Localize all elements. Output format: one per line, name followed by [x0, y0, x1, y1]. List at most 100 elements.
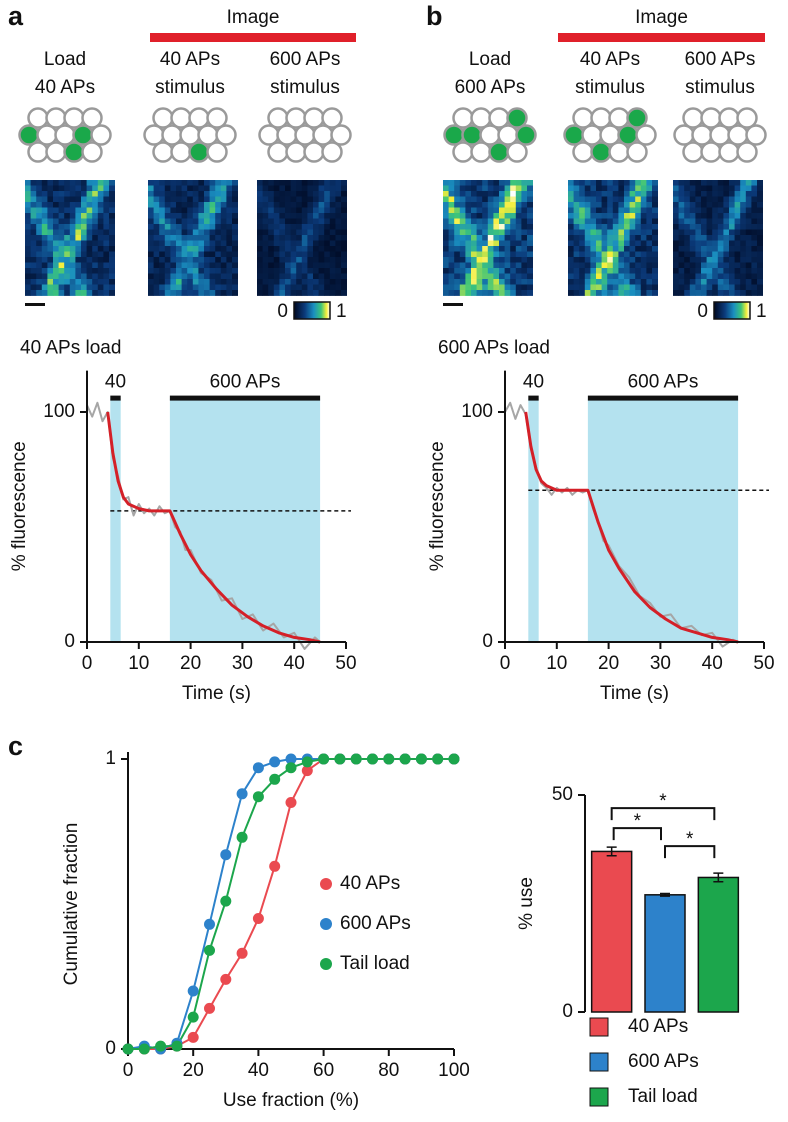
image-pixel: [279, 279, 286, 285]
image-pixel: [103, 268, 110, 274]
image-pixel: [443, 246, 449, 252]
image-pixel: [607, 185, 614, 192]
image-pixel: [646, 224, 653, 230]
image-pixel: [717, 207, 724, 214]
image-pixel: [181, 180, 188, 186]
image-pixel: [232, 279, 238, 285]
image-pixel: [487, 279, 494, 285]
image-pixel: [153, 246, 160, 252]
image-pixel: [701, 284, 707, 291]
image-pixel: [684, 180, 691, 186]
image-pixel: [232, 224, 238, 230]
image-pixel: [318, 213, 325, 219]
image-pixel: [673, 202, 679, 208]
image-pixel: [53, 279, 59, 285]
image-pixel: [646, 279, 653, 285]
image-pixel: [476, 202, 483, 208]
image-pixel: [684, 251, 691, 258]
image-pixel: [341, 196, 347, 203]
image-pixel: [75, 224, 82, 230]
image-pixel: [176, 284, 182, 291]
image-pixel: [192, 213, 199, 219]
image-pixel: [97, 279, 104, 285]
image-pixel: [285, 257, 291, 263]
image-pixel: [164, 196, 171, 203]
image-pixel: [109, 273, 115, 280]
image-pixel: [148, 202, 154, 208]
image-pixel: [465, 185, 472, 192]
image-pixel: [568, 235, 574, 241]
image-pixel: [717, 268, 724, 274]
significance-bracket: [610, 807, 716, 821]
image-pixel: [324, 213, 331, 219]
image-pixel: [601, 229, 608, 236]
image-pixel: [584, 257, 591, 263]
image-pixel: [58, 257, 65, 263]
image-pixel: [723, 257, 730, 263]
image-pixel: [262, 224, 269, 230]
image-pixel: [454, 240, 461, 247]
image-pixel: [757, 262, 763, 269]
image-pixel: [751, 246, 758, 252]
image-pixel: [198, 290, 205, 296]
image-pixel: [678, 213, 685, 219]
image-pixel: [579, 213, 586, 219]
image-pixel: [515, 224, 522, 230]
x-tick-label: 0: [123, 1060, 134, 1081]
image-pixel: [476, 251, 483, 258]
image-pixel: [618, 191, 625, 197]
image-pixel: [86, 246, 93, 252]
image-pixel: [307, 262, 314, 269]
image-pixel: [198, 246, 205, 252]
image-pixel: [313, 185, 319, 192]
image-pixel: [584, 279, 591, 285]
stimulus-bar: [110, 395, 121, 401]
image-pixel: [706, 284, 713, 291]
image-pixel: [590, 235, 597, 241]
image-pixel: [712, 207, 719, 214]
image-pixel: [25, 224, 31, 230]
image-pixel: [493, 251, 500, 258]
image-pixel: [459, 257, 466, 263]
image-pixel: [673, 213, 679, 219]
image-pixel: [285, 279, 291, 285]
image-pixel: [684, 262, 691, 269]
image-pixel: [36, 273, 43, 280]
image-pixel: [640, 185, 647, 192]
image-pixel: [454, 246, 461, 252]
image-pixel: [652, 196, 658, 203]
x-tick-label: 10: [128, 653, 149, 674]
image-pixel: [624, 213, 630, 219]
image-pixel: [723, 224, 730, 230]
image-pixel: [635, 218, 642, 225]
image-pixel: [159, 268, 166, 274]
legend-label: 600 APs: [628, 1051, 699, 1072]
image-pixel: [273, 284, 280, 291]
image-pixel: [164, 268, 171, 274]
image-pixel: [596, 273, 602, 280]
x-tick-label: 0: [82, 653, 93, 674]
image-pixel: [465, 257, 472, 263]
image-pixel: [257, 246, 263, 252]
image-pixel: [673, 240, 679, 247]
image-pixel: [148, 185, 154, 192]
image-pixel: [618, 246, 625, 252]
image-pixel: [568, 240, 574, 247]
image-pixel: [318, 262, 325, 269]
image-pixel: [53, 218, 59, 225]
image-pixel: [443, 191, 449, 197]
image-pixel: [226, 202, 233, 208]
image-pixel: [740, 218, 747, 225]
image-pixel: [757, 191, 763, 197]
bouton: [215, 124, 237, 146]
image-pixel: [53, 262, 59, 269]
image-pixel: [465, 279, 472, 285]
trace: [106, 411, 321, 644]
image-pixel: [573, 240, 580, 247]
image-pixel: [476, 268, 483, 274]
image-pixel: [187, 240, 194, 247]
image-pixel: [335, 251, 342, 258]
image-pixel: [335, 268, 342, 274]
image-pixel: [220, 191, 227, 197]
image-pixel: [215, 180, 222, 186]
